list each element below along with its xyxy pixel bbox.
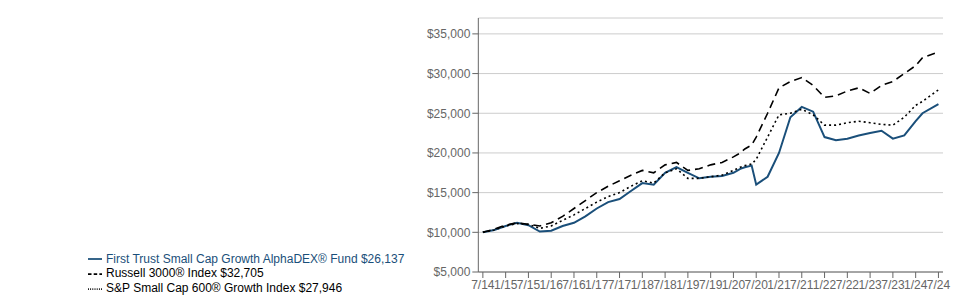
html-text:First Trust Small Cap Growth A: First Trust Small Cap Growth AlphaDEX® F… <box>106 251 405 266</box>
svg-text:7/15: 7/15 <box>517 278 541 292</box>
svg-text:1/20: 1/20 <box>722 278 746 292</box>
svg-text:1/19: 1/19 <box>676 278 700 292</box>
svg-text:7/22: 7/22 <box>836 278 860 292</box>
svg-text:7/21: 7/21 <box>790 278 814 292</box>
svg-text:$5,000: $5,000 <box>434 265 471 279</box>
svg-text:1/18: 1/18 <box>631 278 655 292</box>
svg-text:1/16: 1/16 <box>540 278 564 292</box>
svg-text:$25,000: $25,000 <box>427 107 471 121</box>
svg-text:1/24: 1/24 <box>904 278 928 292</box>
svg-text:1/21: 1/21 <box>767 278 791 292</box>
svg-text:7/16: 7/16 <box>562 278 586 292</box>
svg-text:$10,000: $10,000 <box>427 226 471 240</box>
svg-text:7/14: 7/14 <box>471 278 495 292</box>
svg-text:1/22: 1/22 <box>813 278 837 292</box>
svg-text:1/15: 1/15 <box>494 278 518 292</box>
svg-text:7/23: 7/23 <box>881 278 905 292</box>
html-text:S&P Small Cap 600® Growth Inde: S&P Small Cap 600® Growth Index $27,946 <box>106 281 343 296</box>
svg-text:$35,000: $35,000 <box>427 27 471 41</box>
svg-text:7/17: 7/17 <box>608 278 632 292</box>
svg-text:$30,000: $30,000 <box>427 67 471 81</box>
svg-text:1/23: 1/23 <box>858 278 882 292</box>
html-text:Russell 3000® Index $32,705: Russell 3000® Index $32,705 <box>106 266 264 281</box>
svg-text:$20,000: $20,000 <box>427 146 471 160</box>
svg-text:7/20: 7/20 <box>745 278 769 292</box>
svg-text:7/24: 7/24 <box>927 278 951 292</box>
svg-text:$15,000: $15,000 <box>427 186 471 200</box>
svg-text:7/18: 7/18 <box>653 278 677 292</box>
svg-text:1/17: 1/17 <box>585 278 609 292</box>
svg-text:7/19: 7/19 <box>699 278 723 292</box>
